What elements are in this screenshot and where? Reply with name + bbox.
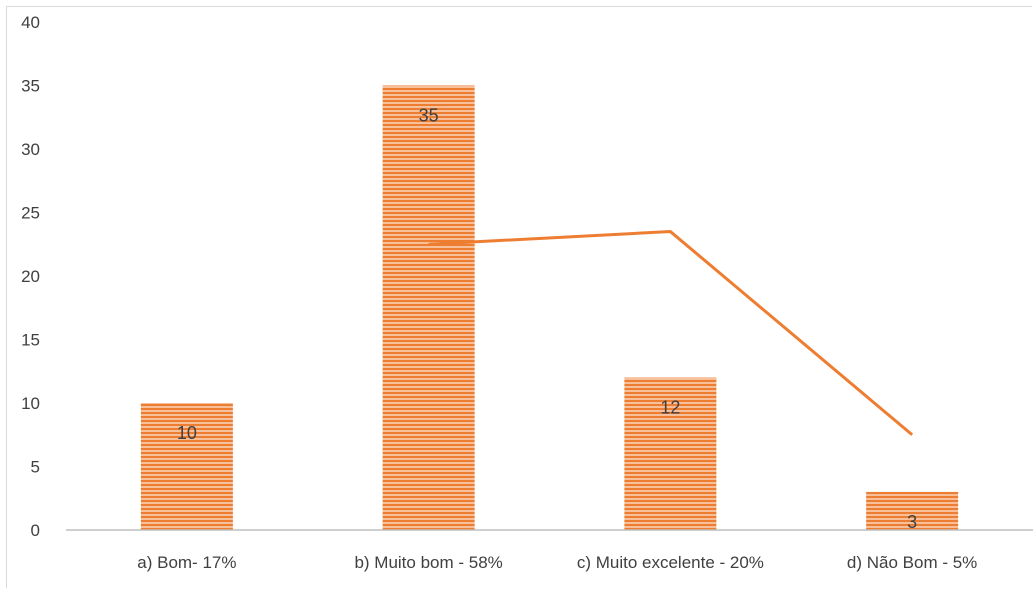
x-tick-label: b) Muito bom - 58% <box>354 553 502 572</box>
bar <box>624 377 717 530</box>
y-tick-label: 40 <box>21 13 40 32</box>
x-tick-label: d) Não Bom - 5% <box>847 553 977 572</box>
bar <box>866 491 959 530</box>
data-label: 3 <box>907 512 917 532</box>
x-tick-label: c) Muito excelente - 20% <box>577 553 764 572</box>
y-tick-label: 25 <box>21 204 40 223</box>
y-tick-label: 30 <box>21 140 40 159</box>
x-tick-label: a) Bom- 17% <box>137 553 236 572</box>
y-tick-label: 5 <box>31 458 40 477</box>
y-tick-label: 0 <box>31 521 40 540</box>
bars <box>140 85 959 530</box>
y-tick-label: 20 <box>21 267 40 286</box>
x-axis: a) Bom- 17% b) Muito bom - 58% c) Muito ex… <box>137 553 977 572</box>
y-tick-label: 35 <box>21 77 40 96</box>
y-axis: 0 5 10 15 20 25 30 35 40 <box>21 13 40 540</box>
series-line <box>428 230 914 436</box>
data-label: 10 <box>177 423 197 443</box>
y-tick-label: 10 <box>21 394 40 413</box>
chart-frame <box>6 6 1032 588</box>
y-tick-label: 15 <box>21 331 40 350</box>
bar <box>140 403 233 530</box>
data-labels: 10 35 12 3 <box>177 106 917 532</box>
data-label: 12 <box>660 398 680 418</box>
data-label: 35 <box>419 106 439 126</box>
bar <box>382 85 475 530</box>
